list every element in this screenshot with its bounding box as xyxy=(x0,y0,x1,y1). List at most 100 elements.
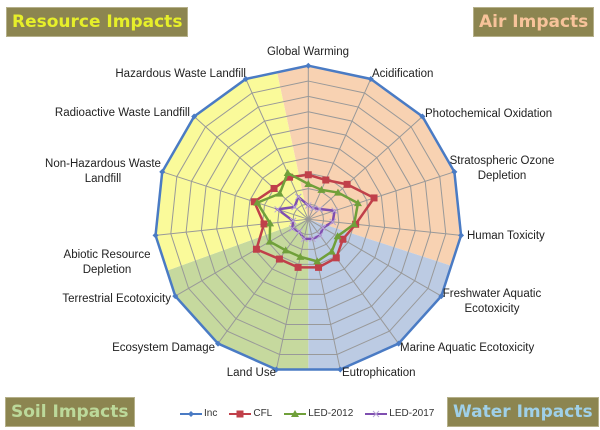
data-point-led-2012 xyxy=(317,185,326,193)
axis-label: Land Use xyxy=(227,367,276,379)
data-point-led-2017 xyxy=(309,235,316,243)
axis-label: Non-Hazardous Waste Landfill xyxy=(45,158,161,185)
data-point-inc xyxy=(159,168,166,175)
grid-spoke xyxy=(193,116,309,220)
axis-label: Radioactive Waste Landfill xyxy=(55,107,190,119)
data-point-cfl xyxy=(343,180,351,188)
data-point-cfl xyxy=(332,254,340,262)
data-point-led-2012 xyxy=(281,246,290,254)
axis-label: Eutrophication xyxy=(342,367,416,379)
grid-spoke xyxy=(307,219,341,370)
data-point-inc xyxy=(172,293,179,300)
legend-marker-diamond-icon xyxy=(180,410,202,417)
data-point-cfl xyxy=(275,255,283,263)
data-point-led-2012 xyxy=(296,252,305,260)
axis-label: Terrestrial Ecotoxicity xyxy=(62,293,171,305)
grid-ring xyxy=(185,95,432,340)
legend-label: Inc xyxy=(204,408,218,419)
data-point-led-2017 xyxy=(316,232,324,239)
data-point-led-2012 xyxy=(253,198,262,206)
data-point-led-2017 xyxy=(300,235,308,243)
data-point-inc xyxy=(438,293,445,300)
data-point-inc xyxy=(215,340,222,347)
data-point-led-2017 xyxy=(291,203,298,211)
data-point-led-2012 xyxy=(304,179,313,187)
data-point-inc xyxy=(337,366,344,373)
data-point-led-2017 xyxy=(294,193,302,201)
axis-label: Acidification xyxy=(372,68,433,80)
chart-legend: Inc CFL LED-2012 LED-2017 xyxy=(180,408,434,419)
axis-label: Hazardous Waste Landfill xyxy=(115,68,246,80)
data-point-cfl xyxy=(270,184,278,192)
data-point-led-2017 xyxy=(329,218,337,226)
axis-label: Ecosystem Damage xyxy=(112,342,215,354)
data-point-cfl xyxy=(315,263,323,271)
quadrant-label-resource: Resource Impacts xyxy=(6,7,189,37)
axis-label: Freshwater Aquatic Ecotoxicity xyxy=(443,288,542,315)
data-point-inc xyxy=(273,366,280,373)
data-point-led-2012 xyxy=(333,232,342,240)
axis-label: Photochemical Oxidation xyxy=(425,108,552,120)
data-point-led-2012 xyxy=(266,219,275,227)
grid-ring xyxy=(170,80,447,356)
data-point-cfl xyxy=(260,220,268,228)
data-point-led-2012 xyxy=(283,168,292,176)
grid-spoke xyxy=(307,219,399,344)
data-point-led-2012 xyxy=(350,220,359,228)
legend-item-cfl: CFL xyxy=(229,408,272,419)
grid-spoke xyxy=(217,219,309,344)
data-point-cfl xyxy=(304,171,312,179)
axis-label: Marine Aquatic Ecotoxicity xyxy=(400,342,534,354)
data-point-led-2012 xyxy=(313,257,322,265)
grid-ring xyxy=(216,126,401,310)
data-point-inc xyxy=(419,113,426,120)
grid-ring xyxy=(200,111,416,325)
data-point-led-2017 xyxy=(288,225,296,232)
data-point-led-2017 xyxy=(304,202,312,209)
grid-ring xyxy=(292,203,325,235)
sector-water xyxy=(308,219,457,370)
data-point-inc xyxy=(458,232,465,239)
legend-label: LED-2017 xyxy=(389,408,435,419)
data-point-cfl xyxy=(322,176,330,184)
grid-ring xyxy=(231,141,386,295)
data-point-led-2017 xyxy=(319,224,327,232)
legend-item-led-2017: LED-2017 xyxy=(365,408,434,419)
series-line-cfl xyxy=(252,173,376,269)
data-point-inc xyxy=(367,75,374,82)
data-point-led-2012 xyxy=(327,247,336,255)
data-point-led-2017 xyxy=(331,207,338,215)
grid-spoke xyxy=(307,78,372,220)
legend-marker-square-icon xyxy=(229,410,252,417)
sector-soil xyxy=(161,219,309,370)
grid-ring xyxy=(277,188,340,250)
grid-spoke xyxy=(175,218,309,297)
series-line-inc xyxy=(154,64,463,371)
legend-item-inc: Inc xyxy=(180,408,217,419)
quadrant-label-soil: Soil Impacts xyxy=(5,397,135,427)
legend-label: LED-2012 xyxy=(308,408,354,419)
data-point-cfl xyxy=(294,263,302,271)
grid-ring xyxy=(246,157,370,280)
data-point-led-2017 xyxy=(309,204,317,212)
data-point-led-2012 xyxy=(353,199,362,207)
data-point-cfl xyxy=(286,173,294,181)
grid-spoke xyxy=(308,218,442,297)
series-line-led-2017 xyxy=(274,194,337,241)
legend-label: CFL xyxy=(253,408,273,419)
data-point-inc xyxy=(152,232,159,239)
data-point-inc xyxy=(242,75,249,82)
legend-marker-x-icon xyxy=(365,410,388,417)
grid-spoke xyxy=(155,218,309,236)
axis-label: Global Warming xyxy=(267,46,349,58)
data-point-inc xyxy=(395,340,402,347)
grid-spoke xyxy=(307,116,423,220)
series-line-led-2012 xyxy=(255,171,360,263)
data-point-inc xyxy=(191,113,198,120)
data-point-led-2017 xyxy=(295,228,303,236)
data-point-led-2012 xyxy=(275,189,284,197)
data-point-led-2012 xyxy=(265,237,274,245)
data-point-cfl xyxy=(250,198,258,206)
axis-label: Stratospheric Ozone Depletion xyxy=(450,155,555,182)
